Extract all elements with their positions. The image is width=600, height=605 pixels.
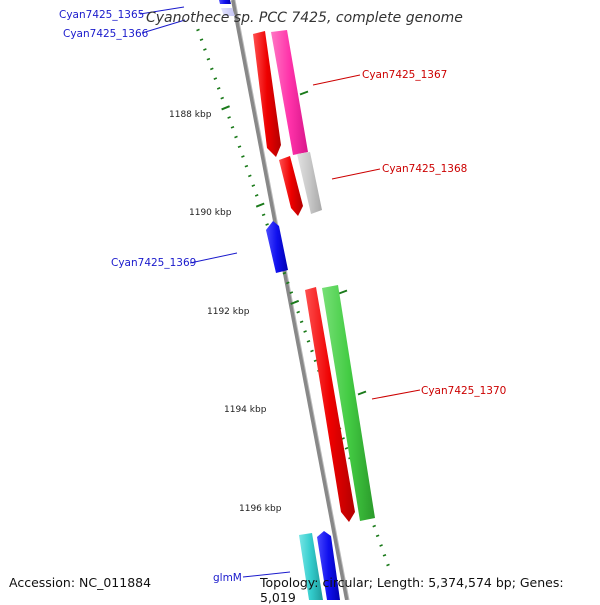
gene-cyan7425-1368-red[interactable]: [279, 156, 303, 216]
scale-label-1194: 1194 kbp: [224, 405, 267, 415]
scale-tick: [203, 48, 207, 51]
scale-tick: [265, 223, 269, 226]
scale-tick: [248, 174, 252, 178]
scale-tick: [220, 96, 224, 100]
scale-tick: [303, 330, 307, 333]
scale-tick: [251, 184, 256, 187]
scale-tick: [375, 534, 380, 538]
gene-glmm-companion[interactable]: [317, 531, 340, 600]
gene-cyan7425-1367-red[interactable]: [253, 31, 281, 157]
scale-tick: [357, 390, 367, 396]
gene-cyan7425-1370-red[interactable]: [305, 287, 355, 522]
scale-tick: [299, 90, 309, 96]
scale-tick: [241, 155, 245, 158]
scale-tick: [372, 524, 376, 528]
scale-tick: [382, 553, 387, 557]
scale-tick: [230, 125, 235, 129]
gene-cyan7425-1369[interactable]: [266, 221, 288, 273]
scale-tick: [282, 271, 287, 275]
gene-cyan7425-1365[interactable]: [219, 0, 231, 4]
scale-tick: [289, 291, 294, 294]
label-cyan7425-1370[interactable]: Cyan7425_1370: [421, 385, 506, 397]
gene-cyan7425-1366[interactable]: [221, 8, 235, 16]
gene-cyan7425-1367[interactable]: [271, 30, 308, 155]
topology-text: Topology: circular; Length: 5,374,574 bp…: [260, 575, 564, 605]
scale-tick: [255, 202, 265, 208]
map-title: Cyanothece sp. PCC 7425, complete genome: [146, 10, 463, 26]
leader-1365: [139, 6, 185, 15]
scale-tick: [338, 289, 348, 295]
scale-tick: [296, 310, 300, 314]
scale-tick: [261, 213, 266, 217]
genome-backbone: [231, 0, 349, 600]
scale-tick: [237, 145, 242, 149]
scale-tick: [206, 57, 211, 61]
scale-tick: [221, 105, 230, 111]
scale-label-1188: 1188 kbp: [169, 110, 212, 120]
scale-tick: [199, 38, 204, 42]
scale-tick: [210, 67, 214, 71]
backbone-highlight: [234, 0, 350, 600]
gene-glmm[interactable]: [299, 533, 323, 600]
leader-1367: [312, 74, 361, 86]
leader-1368: [331, 168, 381, 180]
label-cyan7425-1366[interactable]: Cyan7425_1366: [63, 28, 149, 40]
scale-tick: [310, 349, 314, 353]
scale-label-1196: 1196 kbp: [239, 504, 282, 514]
scale-tick: [306, 339, 311, 343]
scale-tick: [216, 87, 221, 90]
scale-tick: [379, 544, 383, 547]
scale-tick: [213, 77, 218, 80]
scale-tick: [227, 116, 231, 119]
gene-cyan7425-1370[interactable]: [322, 285, 375, 521]
scale-tick: [234, 135, 238, 139]
label-glmm[interactable]: glmM: [213, 572, 242, 584]
scale-tick: [196, 28, 200, 32]
scale-tick: [299, 320, 304, 324]
scale-tick: [290, 299, 300, 305]
scale-tick: [386, 563, 390, 567]
leader-glmm: [242, 571, 291, 578]
label-cyan7425-1368[interactable]: Cyan7425_1368: [382, 163, 467, 175]
label-cyan7425-1365[interactable]: Cyan7425_1365: [59, 9, 144, 21]
scale-label-1190: 1190 kbp: [189, 208, 232, 218]
leader-1369: [189, 252, 238, 264]
scale-label-1192: 1192 kbp: [207, 307, 250, 317]
scale-tick: [254, 194, 259, 197]
leader-1366: [141, 19, 186, 34]
label-cyan7425-1369[interactable]: Cyan7425_1369: [111, 257, 196, 269]
accession-text: Accession: NC_011884: [9, 575, 152, 590]
scale-tick: [244, 164, 249, 168]
label-cyan7425-1367[interactable]: Cyan7425_1367: [362, 69, 447, 81]
scale-tick: [286, 281, 290, 285]
scale-tick: [344, 446, 349, 450]
gene-cyan7425-1368[interactable]: [297, 152, 322, 214]
leader-1370: [371, 389, 421, 400]
